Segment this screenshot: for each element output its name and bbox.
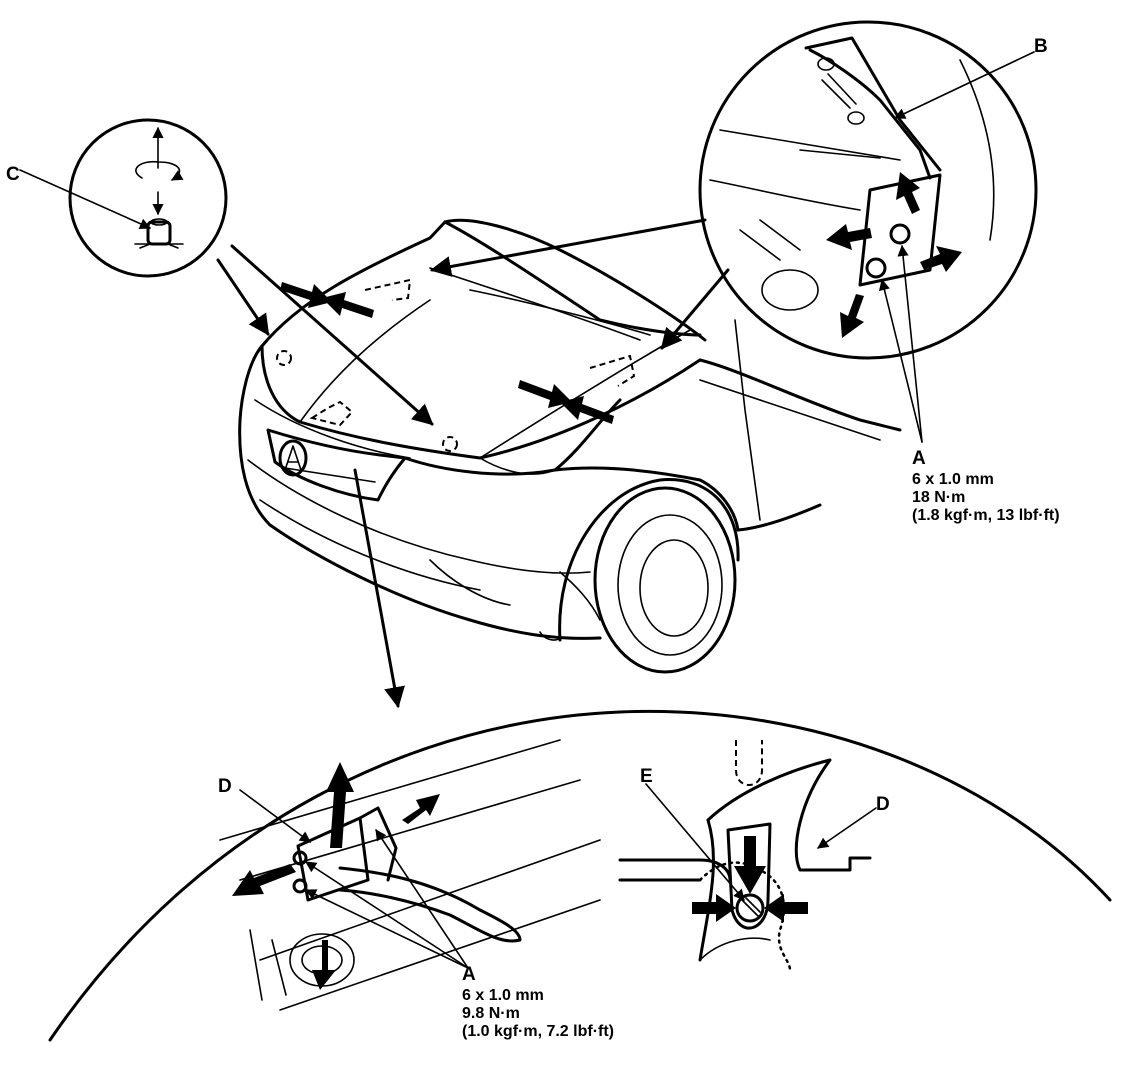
- label-b: B: [1034, 36, 1048, 57]
- front-wheel-illustration: [558, 478, 740, 674]
- detail-b-hood-hinge: [429, 20, 1038, 443]
- vehicle-front-illustration: [238, 218, 902, 674]
- label-a-upper: A: [912, 448, 926, 469]
- spec-lower-size: 6 x 1.0 mm: [462, 987, 544, 1004]
- rubber-bumper-icon: [134, 218, 184, 249]
- detail-c-hood-bumper: [19, 118, 434, 426]
- acura-emblem-icon: [278, 439, 308, 477]
- label-d-left: D: [218, 776, 232, 797]
- label-d-right: D: [876, 794, 890, 815]
- label-a-lower: A: [462, 964, 476, 985]
- spec-upper-size: 6 x 1.0 mm: [912, 471, 994, 488]
- label-c: C: [6, 164, 20, 185]
- spec-upper-torque: 18 N·m: [912, 489, 965, 506]
- clearance-arrows-right: [518, 380, 614, 424]
- spec-lower-alt: (1.0 kgf·m, 7.2 lbf·ft): [462, 1023, 614, 1040]
- label-e: E: [640, 766, 653, 787]
- spec-lower-torque: 9.8 N·m: [462, 1005, 520, 1022]
- spec-upper-alt: (1.8 kgf·m, 13 lbf·ft): [912, 507, 1060, 524]
- clearance-arrows-left: [280, 282, 374, 318]
- detail-hood-latch: [48, 468, 1112, 1042]
